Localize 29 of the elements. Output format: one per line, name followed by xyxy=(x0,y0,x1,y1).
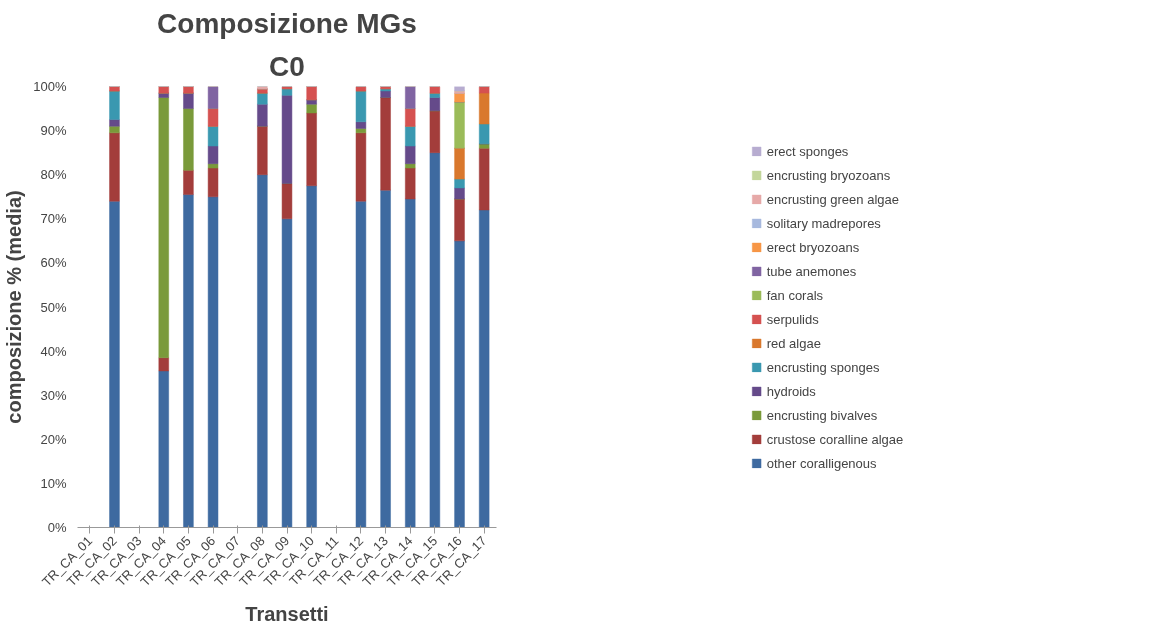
y-tick-label: 70% xyxy=(40,211,67,227)
legend-label: erect sponges xyxy=(766,143,849,158)
y-tick-label: 0% xyxy=(47,520,67,535)
y-tick-label: 10% xyxy=(40,475,67,491)
legend-label: erect bryozoans xyxy=(766,239,860,254)
legend-label: serpulids xyxy=(766,311,819,326)
legend-label: encrusting bivalves xyxy=(766,407,878,422)
y-tick-label: 20% xyxy=(40,431,67,447)
legend-label: crustose coralline algae xyxy=(766,431,904,446)
y-tick-label: 90% xyxy=(40,123,67,139)
legend-label: fan corals xyxy=(766,287,824,302)
y-tick-label: 50% xyxy=(40,299,67,315)
y-tick-label: 100% xyxy=(33,79,67,94)
legend-label: red algae xyxy=(766,335,821,350)
y-tick-label: 40% xyxy=(40,343,67,359)
legend-label: solitary madrepores xyxy=(766,215,881,230)
y-tick-label: 30% xyxy=(40,387,67,403)
legend-label: hydroids xyxy=(766,383,816,398)
legend-label: tube anemones xyxy=(766,263,857,278)
y-tick-label: 80% xyxy=(40,167,67,183)
x-axis-title: Transetti xyxy=(245,602,329,625)
legend-label: encrusting sponges xyxy=(766,359,880,374)
y-tick-label: 60% xyxy=(40,255,67,271)
legend-label: encrusting bryozoans xyxy=(766,167,891,182)
y-axis-title: composizione % (media) xyxy=(3,190,26,424)
chart-title: Composizione MGs xyxy=(157,7,417,39)
chart-subtitle: C0 xyxy=(269,50,305,82)
legend-label: other coralligenous xyxy=(766,455,877,470)
legend-label: encrusting green algae xyxy=(766,191,899,206)
